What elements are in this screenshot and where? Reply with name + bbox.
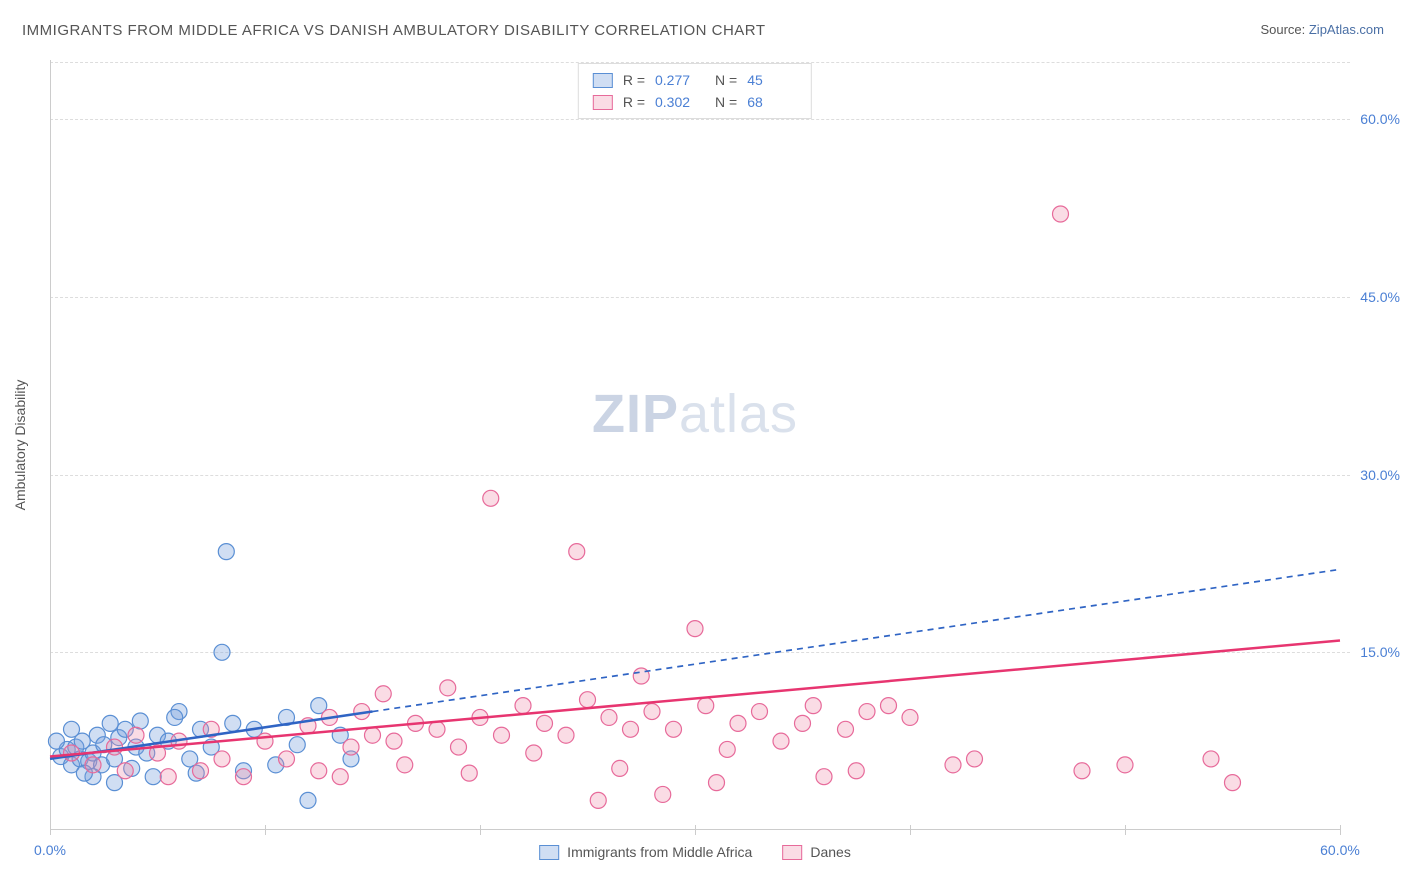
legend-swatch <box>539 845 559 860</box>
y-tick-label: 45.0% <box>1360 289 1400 305</box>
scatter-point-immigrants <box>300 792 316 808</box>
legend-item-danes: Danes <box>782 844 850 860</box>
y-tick-label: 60.0% <box>1360 111 1400 127</box>
scatter-point-danes <box>687 621 703 637</box>
scatter-point-danes <box>451 739 467 755</box>
scatter-point-danes <box>1074 763 1090 779</box>
scatter-point-danes <box>1203 751 1219 767</box>
scatter-point-danes <box>483 490 499 506</box>
scatter-point-danes <box>902 709 918 725</box>
scatter-point-danes <box>332 769 348 785</box>
scatter-point-danes <box>343 739 359 755</box>
scatter-point-danes <box>397 757 413 773</box>
source-attribution: Source: ZipAtlas.com <box>1260 22 1384 37</box>
scatter-point-immigrants <box>48 733 64 749</box>
scatter-point-immigrants <box>289 737 305 753</box>
x-tick <box>1340 825 1341 835</box>
scatter-point-danes <box>698 698 714 714</box>
scatter-point-danes <box>515 698 531 714</box>
scatter-point-danes <box>580 692 596 708</box>
plot-area: Ambulatory Disability ZIPatlas 15.0%30.0… <box>50 60 1340 830</box>
y-axis-label: Ambulatory Disability <box>12 380 28 511</box>
scatter-point-danes <box>365 727 381 743</box>
scatter-point-danes <box>526 745 542 761</box>
trendline-danes <box>50 640 1340 756</box>
scatter-point-danes <box>569 544 585 560</box>
source-link[interactable]: ZipAtlas.com <box>1309 22 1384 37</box>
legend-swatch <box>782 845 802 860</box>
trendline-dash-immigrants <box>373 569 1341 711</box>
scatter-point-immigrants <box>64 721 80 737</box>
scatter-point-immigrants <box>102 715 118 731</box>
scatter-point-danes <box>1053 206 1069 222</box>
scatter-point-danes <box>1117 757 1133 773</box>
legend-label: Danes <box>810 844 850 860</box>
scatter-point-danes <box>945 757 961 773</box>
scatter-point-immigrants <box>132 713 148 729</box>
scatter-point-danes <box>859 704 875 720</box>
scatter-point-danes <box>805 698 821 714</box>
scatter-point-danes <box>967 751 983 767</box>
scatter-point-immigrants <box>167 709 183 725</box>
scatter-point-danes <box>719 741 735 757</box>
scatter-point-danes <box>117 763 133 779</box>
scatter-point-danes <box>795 715 811 731</box>
scatter-point-danes <box>1225 775 1241 791</box>
scatter-point-immigrants <box>218 544 234 560</box>
scatter-point-danes <box>601 709 617 725</box>
scatter-point-danes <box>440 680 456 696</box>
scatter-point-danes <box>730 715 746 731</box>
scatter-point-danes <box>214 751 230 767</box>
scatter-point-danes <box>558 727 574 743</box>
scatter-point-danes <box>85 757 101 773</box>
source-label: Source: <box>1260 22 1308 37</box>
scatter-point-danes <box>752 704 768 720</box>
scatter-point-danes <box>644 704 660 720</box>
x-tick-label: 0.0% <box>34 842 66 858</box>
scatter-point-danes <box>848 763 864 779</box>
scatter-point-danes <box>386 733 402 749</box>
legend-item-immigrants: Immigrants from Middle Africa <box>539 844 752 860</box>
legend-label: Immigrants from Middle Africa <box>567 844 752 860</box>
series-legend: Immigrants from Middle Africa Danes <box>539 844 851 860</box>
scatter-point-danes <box>590 792 606 808</box>
scatter-point-danes <box>623 721 639 737</box>
scatter-point-danes <box>838 721 854 737</box>
scatter-point-immigrants <box>225 715 241 731</box>
scatter-point-danes <box>773 733 789 749</box>
y-tick-label: 15.0% <box>1360 644 1400 660</box>
scatter-point-immigrants <box>214 644 230 660</box>
scatter-point-danes <box>193 763 209 779</box>
scatter-point-immigrants <box>145 769 161 785</box>
scatter-point-danes <box>666 721 682 737</box>
scatter-point-danes <box>236 769 252 785</box>
scatter-point-danes <box>494 727 510 743</box>
scatter-point-danes <box>537 715 553 731</box>
scatter-point-danes <box>816 769 832 785</box>
x-tick-label: 60.0% <box>1320 842 1360 858</box>
scatter-point-danes <box>311 763 327 779</box>
scatter-point-danes <box>279 751 295 767</box>
chart-title: IMMIGRANTS FROM MIDDLE AFRICA VS DANISH … <box>22 22 766 39</box>
scatter-point-danes <box>655 786 671 802</box>
scatter-point-danes <box>612 760 628 776</box>
scatter-point-danes <box>881 698 897 714</box>
scatter-point-danes <box>107 739 123 755</box>
scatter-point-danes <box>128 727 144 743</box>
scatter-point-danes <box>461 765 477 781</box>
scatter-point-danes <box>429 721 445 737</box>
scatter-point-danes <box>709 775 725 791</box>
y-tick-label: 30.0% <box>1360 467 1400 483</box>
scatter-svg <box>50 60 1340 830</box>
scatter-point-danes <box>160 769 176 785</box>
scatter-point-danes <box>375 686 391 702</box>
